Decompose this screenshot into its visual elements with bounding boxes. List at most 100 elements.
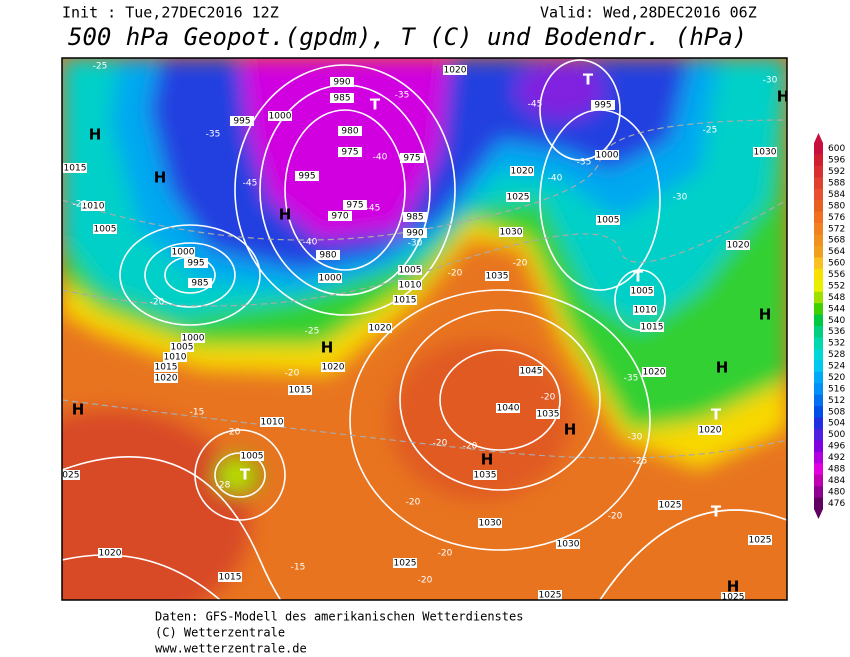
isobar-label-box [295, 171, 319, 181]
pressure-center: H [716, 359, 729, 377]
isobar-label-box [595, 150, 619, 160]
isobar-label: 1000 [269, 112, 292, 122]
isobar-label: 1025 [659, 501, 682, 511]
isobar-label: 1010 [164, 353, 187, 363]
isobar-label: 995 [594, 101, 611, 111]
isobar-label: 1030 [557, 540, 580, 550]
isobar-label-box [640, 322, 664, 332]
isobar-label: 975 [346, 201, 363, 211]
temperature-label: -30 [628, 433, 643, 443]
isobar-label: 1020 [155, 374, 178, 384]
temperature-label: -20 [406, 498, 421, 508]
temperature-label: -25 [93, 62, 108, 72]
isobar-label: 1040 [497, 404, 520, 414]
isobar-label: 1035 [474, 471, 497, 481]
isobar-label: 1010 [399, 281, 422, 291]
isobar-label-box [188, 278, 212, 288]
colorbar-label: 496 [828, 442, 845, 452]
temperature-label: -20 [418, 576, 433, 586]
isobar-label-box [171, 247, 195, 257]
colorbar-cell [814, 280, 823, 292]
colorbar-cell [814, 291, 823, 304]
isobar-label: 1025 [539, 591, 562, 601]
isobar-label-box [338, 147, 362, 157]
footer-line: Daten: GFS-Modell des amerikanischen Wet… [155, 610, 523, 624]
isobar-label-box [478, 518, 502, 528]
temperature-label: -35 [624, 374, 639, 384]
isobar-label: 1000 [182, 334, 205, 344]
isobar-label: 1010 [82, 202, 105, 212]
temperature-label: -20 [513, 259, 528, 269]
temperature-label: -20 [463, 442, 478, 452]
colorbar-label: 592 [828, 167, 845, 177]
isobar-label: 980 [341, 127, 358, 137]
isobar-label-box [163, 352, 187, 362]
pressure-center: H [777, 88, 790, 106]
isobar-label-box [63, 163, 87, 173]
isobar-label: 995 [187, 259, 204, 269]
isobar-label: 975 [403, 154, 420, 164]
colorbar-cell [814, 200, 823, 212]
temperature-label: -30 [763, 76, 778, 86]
temperature-label: -35 [206, 130, 221, 140]
isobar-label-box [393, 295, 417, 305]
pressure-center: T [711, 406, 722, 424]
isobar-label-box [642, 367, 666, 377]
pressure-center: T [370, 96, 381, 114]
isobar-label: 1025 [507, 193, 530, 203]
temperature-label: -35 [577, 158, 592, 168]
isobar-label-box [496, 403, 520, 413]
isobar-label: 1025 [57, 471, 80, 481]
isobar-label-box [368, 323, 392, 333]
isobar-label: 1020 [511, 167, 534, 177]
colorbar-label: 492 [828, 453, 845, 463]
isobar-label: 990 [333, 78, 350, 88]
footer-line: www.wetterzentrale.de [155, 642, 307, 656]
temperature-label: -45 [366, 204, 381, 214]
temperature-label: -25 [73, 200, 88, 210]
isobar-label-box [318, 273, 342, 283]
colorbar-cell [814, 474, 823, 487]
colorbar-cell [814, 360, 823, 373]
isobar-label: 1005 [94, 225, 117, 235]
isobar-label-box [81, 201, 105, 211]
pressure-center: H [564, 421, 577, 439]
colorbar-cell [814, 406, 823, 418]
map-area: HHHTTHHHHTTHHHHTT10209909851000995980975… [57, 58, 790, 601]
temperature-label: -20 [150, 298, 165, 308]
isobar-label: 1020 [727, 241, 750, 251]
isobar-label-box [753, 147, 777, 157]
isobar-label-box [596, 215, 620, 225]
colorbar-label: 480 [828, 487, 845, 497]
colorbar-label: 508 [828, 407, 845, 417]
colorbar-cell [814, 440, 823, 453]
isobar-label: 1000 [596, 151, 619, 161]
temperature-label: -20 [438, 549, 453, 559]
isobar-label: 995 [233, 117, 250, 127]
isobar-label: 1020 [444, 66, 467, 76]
isobar-label-box [154, 362, 178, 372]
colorbar-arrow [814, 133, 823, 143]
colorbar-cell [814, 428, 823, 441]
colorbar-cell [814, 463, 823, 475]
colorbar-label: 556 [828, 270, 845, 280]
temperature-label: -45 [528, 100, 543, 110]
colorbar-cell [814, 383, 823, 395]
colorbar-cell [814, 371, 823, 384]
isobar-label: 1020 [643, 368, 666, 378]
pressure-center: H [481, 451, 494, 469]
isobar-label-box [556, 539, 580, 549]
isobar-label: 1045 [520, 367, 543, 377]
isobar-label: 1020 [322, 363, 345, 373]
temperature-label: -25 [633, 457, 648, 467]
colorbar-label: 544 [828, 304, 845, 314]
isobar-label-box [328, 211, 352, 221]
isobar-label: 1020 [369, 324, 392, 334]
valid-time: Valid: Wed,28DEC2016 06Z [540, 4, 757, 22]
colorbar-cell [814, 223, 823, 235]
colorbar-cell [814, 451, 823, 464]
colorbar-label: 500 [828, 430, 845, 440]
colorbar-cell [814, 417, 823, 430]
isobar-label: 1005 [171, 343, 194, 353]
isobar-label-box [98, 548, 122, 558]
